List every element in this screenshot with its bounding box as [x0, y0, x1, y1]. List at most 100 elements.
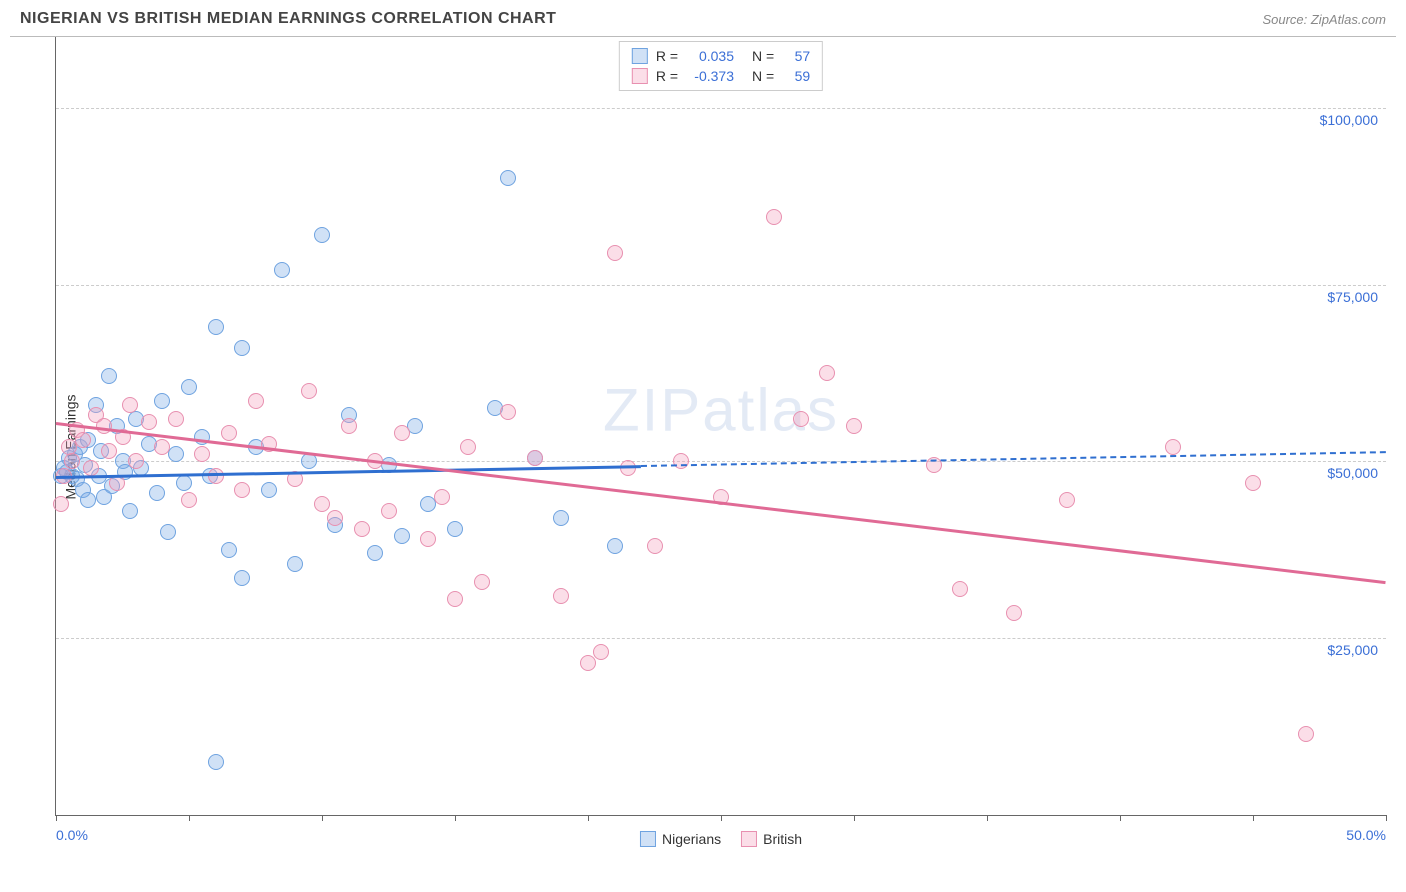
scatter-point	[96, 418, 112, 434]
scatter-point	[261, 482, 277, 498]
trend-line	[641, 451, 1386, 467]
scatter-point	[149, 485, 165, 501]
scatter-point	[181, 492, 197, 508]
y-tick-label: $75,000	[1327, 289, 1378, 305]
stat-r-value: 0.035	[686, 48, 734, 64]
stats-row: R = 0.035 N = 57	[632, 46, 810, 66]
scatter-point	[122, 503, 138, 519]
scatter-point	[181, 379, 197, 395]
stats-swatch	[632, 48, 648, 64]
scatter-point	[53, 496, 69, 512]
scatter-point	[593, 644, 609, 660]
scatter-point	[500, 404, 516, 420]
scatter-point	[394, 425, 410, 441]
scatter-point	[434, 489, 450, 505]
scatter-point	[460, 439, 476, 455]
scatter-point	[381, 503, 397, 519]
scatter-point	[580, 655, 596, 671]
stats-box: R = 0.035 N = 57 R = -0.373 N = 59	[619, 41, 823, 91]
x-tick	[322, 815, 323, 821]
swatch-nigerians	[640, 831, 656, 847]
gridline	[56, 285, 1386, 286]
scatter-point	[620, 460, 636, 476]
stat-n-label: N =	[752, 68, 774, 84]
scatter-point	[64, 453, 80, 469]
chart-header: NIGERIAN VS BRITISH MEDIAN EARNINGS CORR…	[10, 10, 1396, 36]
scatter-point	[194, 446, 210, 462]
stat-n-label: N =	[752, 48, 774, 64]
scatter-point	[101, 368, 117, 384]
scatter-point	[553, 510, 569, 526]
stat-r-value: -0.373	[686, 68, 734, 84]
scatter-point	[673, 453, 689, 469]
source-label: Source: ZipAtlas.com	[1262, 12, 1386, 27]
stats-row: R = -0.373 N = 59	[632, 66, 810, 86]
scatter-point	[607, 245, 623, 261]
scatter-point	[208, 319, 224, 335]
x-label-min: 0.0%	[56, 827, 88, 843]
gridline	[56, 461, 1386, 462]
swatch-british	[741, 831, 757, 847]
scatter-point	[1165, 439, 1181, 455]
stat-r-label: R =	[656, 68, 678, 84]
scatter-point	[176, 475, 192, 491]
y-tick-label: $25,000	[1327, 642, 1378, 658]
scatter-point	[314, 227, 330, 243]
x-tick	[455, 815, 456, 821]
scatter-point	[846, 418, 862, 434]
plot-region: ZIPatlas R =0.035N =57R =-0.373N =59 Nig…	[55, 37, 1386, 816]
gridline	[56, 638, 1386, 639]
scatter-point	[474, 574, 490, 590]
scatter-point	[394, 528, 410, 544]
stats-swatch	[632, 68, 648, 84]
legend-label-nigerians: Nigerians	[662, 831, 721, 847]
scatter-point	[527, 450, 543, 466]
scatter-point	[420, 531, 436, 547]
x-tick	[189, 815, 190, 821]
scatter-point	[122, 397, 138, 413]
scatter-point	[234, 340, 250, 356]
scatter-point	[952, 581, 968, 597]
scatter-point	[141, 414, 157, 430]
x-tick	[1386, 815, 1387, 821]
scatter-point	[208, 754, 224, 770]
scatter-point	[766, 209, 782, 225]
scatter-point	[83, 460, 99, 476]
scatter-point	[793, 411, 809, 427]
chart-area: Median Earnings ZIPatlas R =0.035N =57R …	[10, 36, 1396, 856]
stat-n-value: 59	[782, 68, 810, 84]
stat-n-value: 57	[782, 48, 810, 64]
legend-item-nigerians: Nigerians	[640, 831, 721, 847]
scatter-point	[1059, 492, 1075, 508]
scatter-point	[80, 492, 96, 508]
scatter-point	[160, 524, 176, 540]
scatter-point	[647, 538, 663, 554]
stat-r-label: R =	[656, 48, 678, 64]
scatter-point	[154, 439, 170, 455]
scatter-point	[354, 521, 370, 537]
scatter-point	[128, 453, 144, 469]
scatter-point	[221, 425, 237, 441]
trend-line	[56, 422, 1386, 584]
scatter-point	[287, 556, 303, 572]
x-label-max: 50.0%	[1346, 827, 1386, 843]
scatter-point	[301, 383, 317, 399]
x-tick	[1253, 815, 1254, 821]
scatter-point	[301, 453, 317, 469]
y-tick-label: $100,000	[1320, 112, 1378, 128]
scatter-point	[447, 591, 463, 607]
scatter-point	[314, 496, 330, 512]
scatter-point	[101, 443, 117, 459]
scatter-point	[341, 418, 357, 434]
scatter-point	[234, 482, 250, 498]
scatter-point	[75, 432, 91, 448]
scatter-point	[819, 365, 835, 381]
scatter-point	[248, 393, 264, 409]
legend-label-british: British	[763, 831, 802, 847]
x-tick	[56, 815, 57, 821]
x-tick	[987, 815, 988, 821]
scatter-point	[367, 545, 383, 561]
legend: Nigerians British	[640, 831, 802, 847]
x-tick	[854, 815, 855, 821]
scatter-point	[500, 170, 516, 186]
